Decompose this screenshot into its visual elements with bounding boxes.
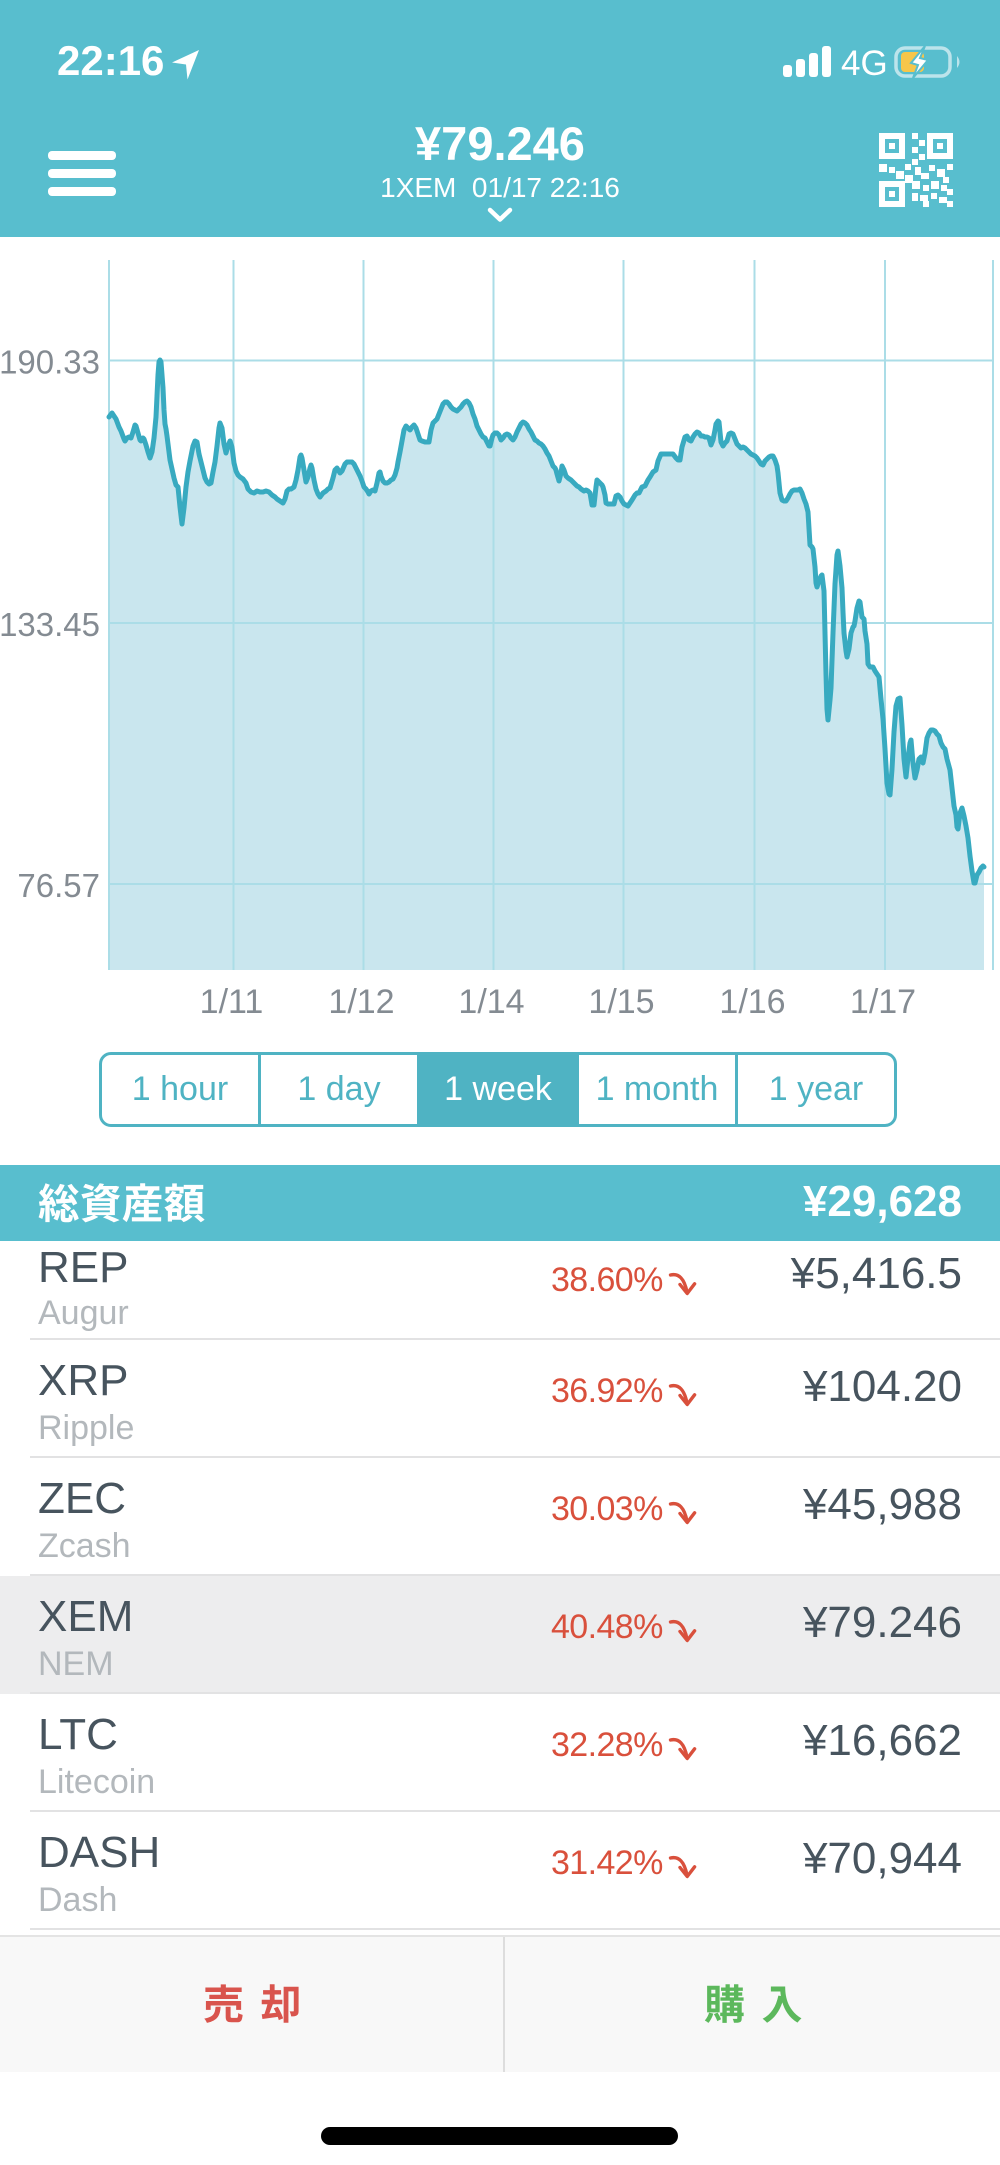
svg-text:1/14: 1/14 [458, 983, 524, 1021]
svg-text:1/17: 1/17 [850, 983, 916, 1021]
svg-text:1/16: 1/16 [719, 983, 785, 1021]
svg-text:190.33: 190.33 [0, 344, 100, 381]
svg-text:1/11: 1/11 [200, 983, 264, 1021]
svg-text:1/12: 1/12 [328, 983, 394, 1021]
svg-text:133.45: 133.45 [0, 606, 100, 643]
svg-text:1/15: 1/15 [588, 983, 654, 1021]
svg-text:76.57: 76.57 [17, 867, 100, 904]
